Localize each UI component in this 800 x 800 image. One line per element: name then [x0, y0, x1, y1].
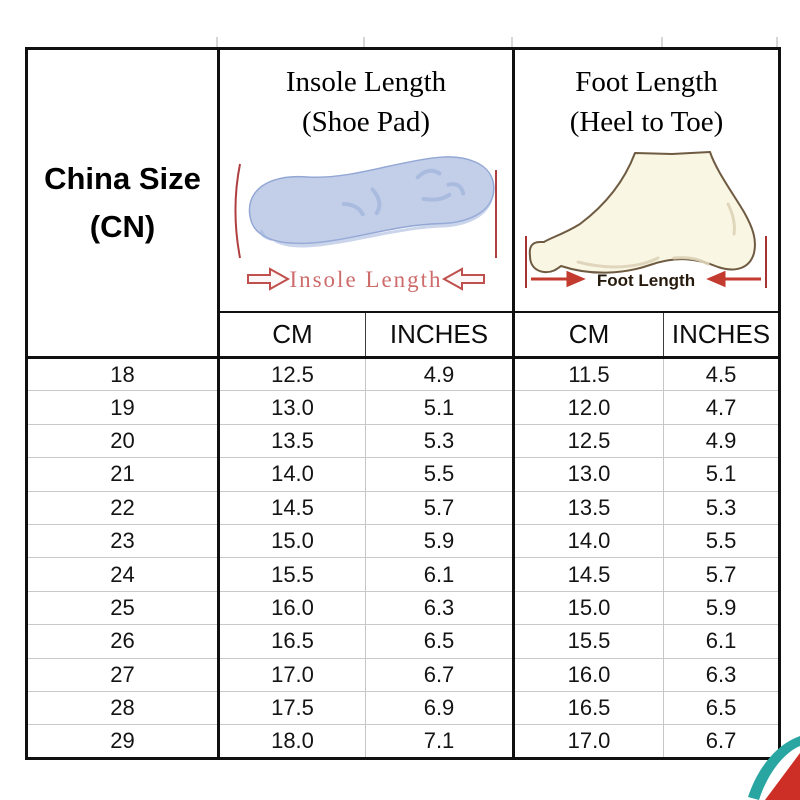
insole-cm-cell: 12.5: [218, 356, 366, 391]
insole-cm-cell: 13.5: [218, 423, 366, 458]
insole-inches-cell: 5.9: [365, 523, 516, 558]
foot-length-header: Foot Length (Heel to Toe): [512, 48, 780, 313]
table-row: 18 12.5 4.9 11.5 4.5: [26, 356, 780, 391]
size-cell: 21: [26, 457, 220, 492]
table-row: 27 17.0 6.7 16.0 6.3: [26, 657, 780, 692]
size-cell: 18: [26, 356, 220, 391]
foot-cm-cell: 14.5: [513, 557, 665, 592]
size-cell: 26: [26, 624, 220, 659]
table-row: 19 13.0 5.1 12.0 4.7: [26, 390, 780, 425]
foot-inches-cell: 4.9: [663, 423, 780, 458]
gridline-tick: [216, 37, 218, 47]
insole-cm-cell: 17.0: [218, 657, 366, 692]
size-cell: 24: [26, 557, 220, 592]
foot-title-line1: Foot Length: [575, 66, 718, 98]
foot-inches-cell: 6.5: [663, 690, 780, 725]
foot-title-line2: (Heel to Toe): [569, 106, 724, 138]
insole-cm-cell: 14.0: [218, 457, 366, 492]
foot-length-caption: Foot Length: [596, 271, 694, 290]
size-cell: 22: [26, 490, 220, 525]
table-row: 29 18.0 7.1 17.0 6.7: [26, 724, 780, 759]
china-size-line2: (CN): [89, 209, 156, 244]
foot-cm-cell: 13.0: [513, 457, 665, 492]
insole-cm-cell: 14.5: [218, 490, 366, 525]
insole-inches-cell: 5.1: [365, 390, 516, 425]
insole-inches-cell: 5.5: [365, 457, 516, 492]
size-cell: 28: [26, 690, 220, 725]
header-row: China Size (CN) Insole Length (Shoe Pad): [26, 48, 780, 359]
foot-cm-cell: 17.0: [513, 724, 665, 759]
table-row: 21 14.0 5.5 13.0 5.1: [26, 457, 780, 492]
insole-cm-cell: 17.5: [218, 690, 366, 725]
foot-inches-cell: 6.7: [663, 724, 780, 759]
size-cell: 23: [26, 523, 220, 558]
insole-title-line2: (Shoe Pad): [301, 106, 431, 138]
corner-ribbon-graphic: [748, 736, 800, 800]
insole-length-header: Insole Length (Shoe Pad): [218, 48, 514, 313]
insole-inches-cell: 4.9: [365, 356, 516, 391]
insole-cm-header: CM: [218, 312, 366, 359]
china-size-line1: China Size: [44, 161, 201, 196]
subheader-row: CM INCHES CM INCHES: [27, 312, 780, 359]
foot-inches-cell: 5.7: [663, 557, 780, 592]
table-body: 18 12.5 4.9 11.5 4.5 19 13.0 5.1 12.0 4.7 20 13.5 5.…: [26, 356, 780, 759]
insole-cm-cell: 13.0: [218, 390, 366, 425]
insole-inches-cell: 5.3: [365, 423, 516, 458]
size-cell: 29: [26, 724, 220, 759]
table-row: 23 15.0 5.9 14.0 5.5: [26, 523, 780, 558]
insole-cm-cell: 18.0: [218, 724, 366, 759]
foot-cm-cell: 16.0: [513, 657, 665, 692]
insole-cm-cell: 15.0: [218, 523, 366, 558]
size-chart-table: China Size (CN) Insole Length (Shoe Pad): [25, 47, 782, 760]
insole-cm-cell: 16.0: [218, 590, 366, 625]
foot-inches-header: INCHES: [663, 312, 780, 359]
foot-cm-cell: 12.5: [513, 423, 665, 458]
foot-inches-cell: 5.9: [663, 590, 780, 625]
foot-cm-cell: 13.5: [513, 490, 665, 525]
insole-inches-cell: 5.7: [365, 490, 516, 525]
table-row: 20 13.5 5.3 12.5 4.9: [26, 423, 780, 458]
size-cell: 20: [26, 423, 220, 458]
insole-inches-cell: 6.7: [365, 657, 516, 692]
table-row: 25 16.0 6.3 15.0 5.9: [26, 590, 780, 625]
foot-cm-cell: 14.0: [513, 523, 665, 558]
foot-cm-cell: 15.5: [513, 624, 665, 659]
foot-inches-cell: 4.7: [663, 390, 780, 425]
foot-inches-cell: 4.5: [663, 356, 780, 391]
size-cell: 27: [26, 657, 220, 692]
insole-cm-cell: 15.5: [218, 557, 366, 592]
insole-inches-cell: 6.1: [365, 557, 516, 592]
insole-title-line1: Insole Length: [285, 66, 447, 98]
gridline-tick: [363, 37, 365, 47]
foot-cm-cell: 16.5: [513, 690, 665, 725]
size-cell: 25: [26, 590, 220, 625]
table-row: 26 16.5 6.5 15.5 6.1: [26, 624, 780, 659]
table-row: 24 15.5 6.1 14.5 5.7: [26, 557, 780, 592]
insole-inches-cell: 6.9: [365, 690, 516, 725]
insole-inches-cell: 6.3: [365, 590, 516, 625]
foot-cm-cell: 15.0: [513, 590, 665, 625]
gridline-tick: [661, 37, 663, 47]
insole-inches-header: INCHES: [364, 312, 514, 359]
gridline-tick: [776, 37, 778, 47]
insole-illustration: Insole Length: [234, 156, 497, 292]
foot-inches-cell: 5.5: [663, 523, 780, 558]
insole-inches-cell: 6.5: [365, 624, 516, 659]
foot-cm-cell: 12.0: [513, 390, 665, 425]
foot-inches-cell: 5.1: [663, 457, 780, 492]
foot-cm-header: CM: [512, 312, 664, 359]
size-cell: 19: [26, 390, 220, 425]
china-size-header: China Size (CN): [26, 48, 220, 359]
insole-inches-cell: 7.1: [365, 724, 516, 759]
insole-cm-cell: 16.5: [218, 624, 366, 659]
foot-inches-cell: 6.3: [663, 657, 780, 692]
gridline-tick: [511, 37, 513, 47]
insole-length-caption: Insole Length: [289, 267, 442, 292]
foot-inches-cell: 6.1: [663, 624, 780, 659]
foot-illustration: Foot Length: [524, 151, 767, 290]
table-row: 22 14.5 5.7 13.5 5.3: [26, 490, 780, 525]
foot-cm-cell: 11.5: [513, 356, 665, 391]
table-row: 28 17.5 6.9 16.5 6.5: [26, 690, 780, 725]
foot-inches-cell: 5.3: [663, 490, 780, 525]
